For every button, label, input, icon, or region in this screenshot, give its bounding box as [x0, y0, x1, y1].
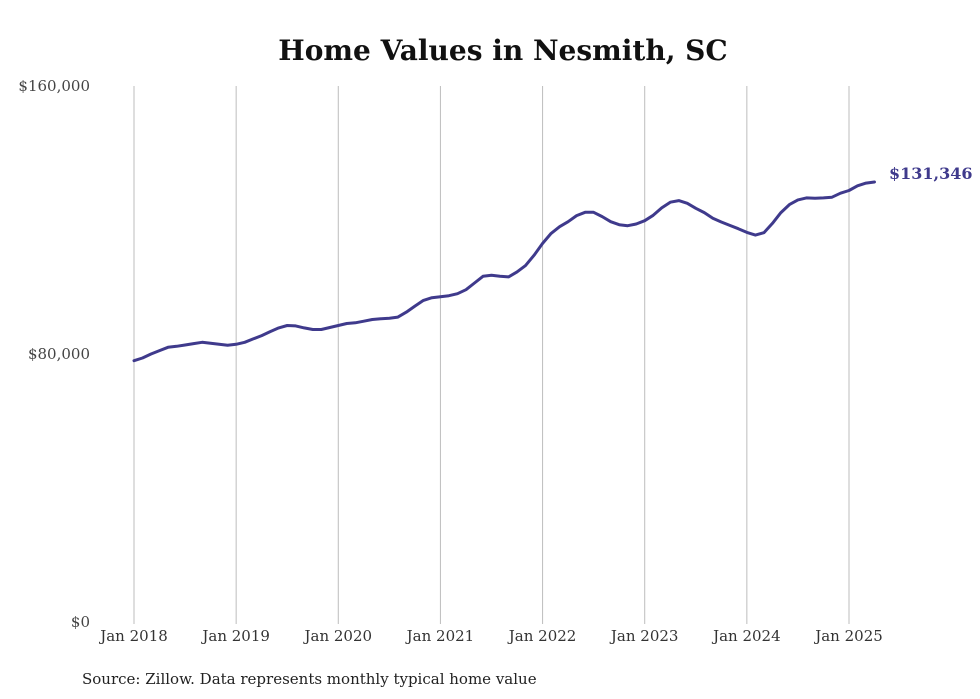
y-tick-label-0: $0: [71, 613, 90, 631]
x-tick-label-6: Jan 2024: [711, 627, 781, 645]
gridlines: [133, 86, 850, 624]
x-axis-ticks: Jan 2018 Jan 2019 Jan 2020 Jan 2021 Jan 2022…: [98, 627, 883, 645]
x-tick-label-7: Jan 2025: [813, 627, 883, 645]
series-line-0: [132, 180, 876, 363]
x-tick-label-1: Jan 2019: [200, 627, 270, 645]
x-tick-label-3: Jan 2021: [405, 627, 475, 645]
y-axis-ticks: $0 $80,000 $160,000: [18, 77, 90, 631]
source-note: Source: Zillow. Data represents monthly …: [82, 670, 537, 688]
x-tick-label-5: Jan 2023: [609, 627, 679, 645]
y-tick-label-2: $160,000: [18, 77, 90, 95]
y-tick-label-1: $80,000: [28, 345, 90, 363]
series-line-layer: [132, 180, 876, 363]
latest-value-label: $131,346: [889, 164, 973, 183]
x-tick-label-0: Jan 2018: [98, 627, 168, 645]
x-tick-label-2: Jan 2020: [303, 627, 373, 645]
chart-title: Home Values in Nesmith, SC: [278, 34, 727, 67]
x-tick-label-4: Jan 2022: [507, 627, 577, 645]
